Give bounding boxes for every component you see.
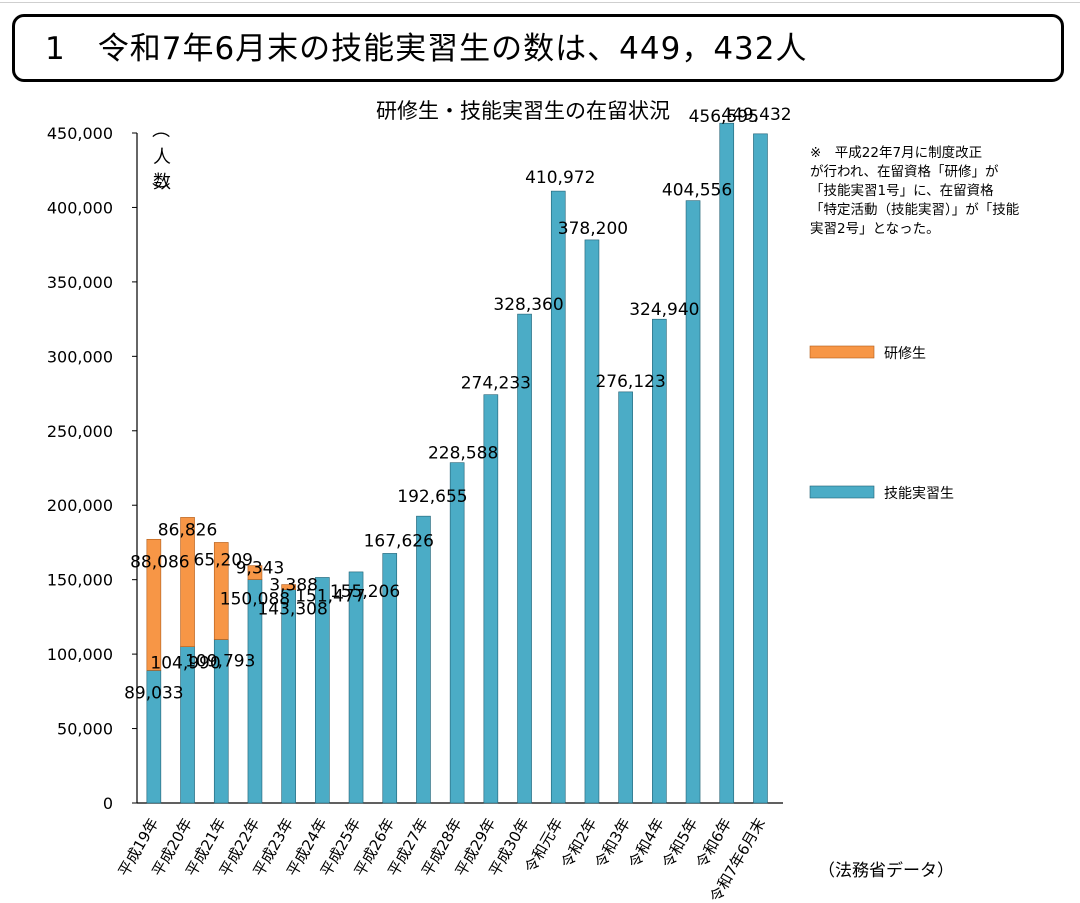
value-label-ginou-jisshusei: 324,940 [629,300,699,320]
bar-ginou-jisshusei [517,313,532,804]
legend-item-kenshusei: 研修生 [809,345,926,362]
value-label-ginou-jisshusei: 143,308 [257,600,327,620]
value-labels: 89,033 88,086 104,990 86,826 109,793 65,209 15… [124,105,791,704]
value-label-ginou-jisshusei: 151,477 [295,586,365,606]
bar-kenshusei [146,538,162,671]
bar-kenshusei [281,584,296,590]
y-tick-label: 0 [103,794,113,813]
value-label-kenshusei: 3,388 [269,576,318,596]
bar-kenshusei [213,542,229,640]
y-tick-label: 50,000 [57,720,113,739]
value-label-ginou-jisshusei: 274,233 [461,374,531,394]
header-title: 1 令和7年6月末の技能実習生の数は、449，432人 [45,31,808,67]
value-label-ginou-jisshusei: 89,033 [124,683,183,703]
value-label-ginou-jisshusei: 276,123 [595,372,665,392]
bar-ginou-jisshusei [449,462,465,804]
value-label-ginou-jisshusei: 109,793 [185,652,255,672]
bar-ginou-jisshusei [281,589,296,804]
value-label-kenshusei: 9,343 [236,559,285,579]
y-axis-label-char: ） [149,182,170,200]
chart-title: 研修生・技能実習生の在留状況 [376,99,670,123]
y-tick-label: 350,000 [47,273,113,292]
bars [146,122,768,804]
legend-label: 研修生 [884,346,926,362]
y-axis-label-char: （ [149,120,170,138]
header-box: 1 令和7年6月末の技能実習生の数は、449，432人 [12,14,1064,82]
value-label-ginou-jisshusei: 328,360 [493,295,563,315]
value-label-ginou-jisshusei: 228,588 [428,444,498,464]
bar-kenshusei [247,565,263,580]
bar-ginou-jisshusei [382,553,398,804]
value-label-ginou-jisshusei: 150,088 [220,590,290,610]
bar-ginou-jisshusei [652,318,667,804]
legend-item-ginou-jisshusei: 技能実習生 [809,485,954,502]
value-label-ginou-jisshusei: 378,200 [558,219,628,239]
y-tick-label: 200,000 [47,496,113,515]
bar-ginou-jisshusei [719,122,735,804]
value-label-ginou-jisshusei: 192,655 [397,487,467,507]
y-tick-label: 450,000 [47,124,113,143]
value-label-kenshusei: 86,826 [158,520,217,540]
y-axis-label-char: 人 [153,147,171,168]
bar-ginou-jisshusei [416,515,431,804]
value-label-kenshusei: 88,086 [130,552,189,572]
bar-ginou-jisshusei [618,391,633,804]
annotation-line: 実習2号」となった。 [810,221,940,237]
annotation-line: ※ 平成22年7月に制度改正 [810,145,982,161]
source-note: （法務省データ） [818,860,954,881]
value-label-ginou-jisshusei: 456,595 [689,107,759,127]
annotation-line: 「特定活動（技能実習）」が「技能 [810,202,1019,218]
y-tick-label: 300,000 [47,347,113,366]
bar-ginou-jisshusei [753,133,768,804]
value-label-ginou-jisshusei: 404,556 [662,181,732,201]
bar-ginou-jisshusei [348,571,364,804]
legend-swatch [809,345,875,359]
value-label-kenshusei: 65,209 [194,550,253,570]
y-axis-label: （ 人数） [149,120,171,200]
legend-label: 技能実習生 [884,486,954,502]
value-label-ginou-jisshusei: 449,432 [721,105,791,125]
annotation-line: 「技能実習1号」に、在留資格 [810,183,994,199]
annotation-line: が行われ、在留資格「研修」が [810,164,999,180]
value-label-ginou-jisshusei: 155,206 [330,582,400,602]
y-tick-label: 100,000 [47,645,113,664]
y-tick-label: 400,000 [47,198,113,217]
bar-ginou-jisshusei [550,190,566,804]
value-label-ginou-jisshusei: 167,626 [364,531,434,551]
annotation-note: ※ 平成22年7月に制度改正が行われ、在留資格「研修」が「技能実習1号」に、在留… [810,145,1019,237]
bar-ginou-jisshusei [685,200,701,804]
y-tick-label: 150,000 [47,571,113,590]
y-tick-label: 250,000 [47,422,113,441]
value-label-ginou-jisshusei: 410,972 [525,168,595,188]
y-axis-label-char: 数 [153,172,171,193]
bar-kenshusei [180,517,195,647]
x-tick-labels: 平成19年平成20年平成21年平成22年平成23年平成24年平成25年平成26年… [115,815,769,903]
bar-ginou-jisshusei [315,577,330,804]
bar-ginou-jisshusei [584,239,600,804]
value-label-ginou-jisshusei: 104,990 [150,654,220,674]
legend-swatch [809,485,875,499]
y-ticks: 0 50,000 100,000 150,000 200,000 250,000 300,0… [47,124,137,813]
top-divider [0,2,1080,3]
bar-ginou-jisshusei [483,394,499,804]
